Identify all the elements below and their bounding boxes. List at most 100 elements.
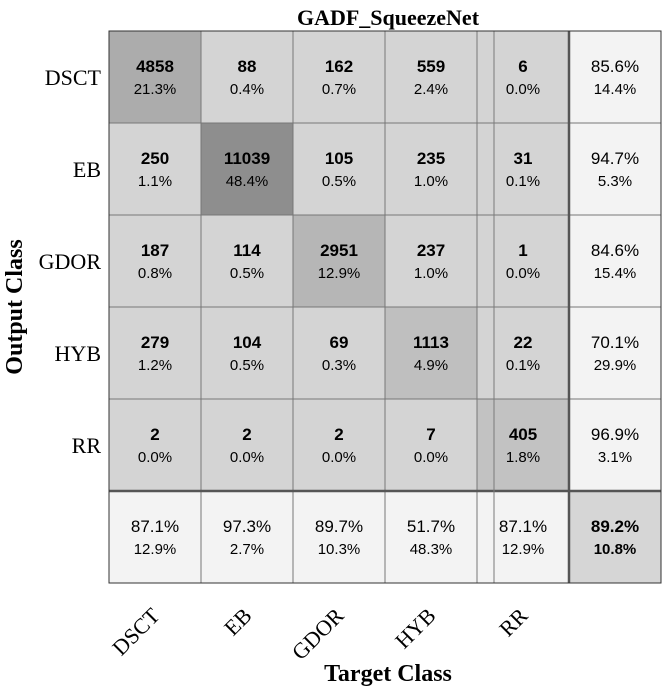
diagonal-cell <box>385 307 477 399</box>
row-error: 3.1% <box>598 449 632 466</box>
column-summary-values: 89.7% 10.3% <box>315 517 363 558</box>
matrix-cell-values: 7 0.0% <box>414 425 448 466</box>
matrix-cell-values: 88 0.4% <box>230 57 264 98</box>
matrix-cell <box>385 123 477 215</box>
row-precision: 96.9% <box>591 425 639 444</box>
cell-count: 2951 <box>320 241 358 260</box>
column-recall: 51.7% <box>407 517 455 536</box>
cell-percent: 1.0% <box>414 173 448 190</box>
column-summary-cell <box>385 491 477 583</box>
cell-count: 6 <box>518 57 527 76</box>
diagonal-cell <box>201 123 293 215</box>
matrix-cell-values: 162 0.7% <box>322 57 356 98</box>
matrix-cell-values: 2 0.0% <box>138 425 172 466</box>
row-summary-values: 70.1% 29.9% <box>591 333 639 374</box>
matrix-cells <box>109 31 661 583</box>
cell-count: 2 <box>334 425 343 444</box>
cell-count: 104 <box>233 333 262 352</box>
row-error: 5.3% <box>598 173 632 190</box>
row-summary-cell <box>569 31 661 123</box>
cell-count: 237 <box>417 241 445 260</box>
overall-accuracy-cell <box>569 491 661 583</box>
column-recall: 97.3% <box>223 517 271 536</box>
matrix-cell <box>477 123 569 215</box>
matrix-cell <box>201 215 293 307</box>
cell-percent: 1.2% <box>138 357 172 374</box>
cell-percent: 0.4% <box>230 81 264 98</box>
cell-percent: 12.9% <box>318 265 361 282</box>
cell-percent: 4.9% <box>414 357 448 374</box>
matrix-cell-values: 2951 12.9% <box>318 241 361 282</box>
cell-percent: 0.1% <box>506 357 540 374</box>
cell-count: 105 <box>325 149 353 168</box>
column-recall: 87.1% <box>131 517 179 536</box>
cell-count: 31 <box>514 149 533 168</box>
y-tick-label: RR <box>72 433 102 458</box>
column-summary-values: 97.3% 2.7% <box>223 517 271 558</box>
y-axis-title: Output Class <box>2 239 28 374</box>
matrix-cell-values: 104 0.5% <box>230 333 264 374</box>
matrix-cell-values: 22 0.1% <box>506 333 540 374</box>
matrix-cell <box>293 307 385 399</box>
matrix-cell-values: 31 0.1% <box>506 149 540 190</box>
matrix-cell-values: 2 0.0% <box>322 425 356 466</box>
row-summary-values: 84.6% 15.4% <box>591 241 639 282</box>
cell-percent: 21.3% <box>134 81 177 98</box>
cell-percent: 1.0% <box>414 265 448 282</box>
matrix-cell-values: 4858 21.3% <box>134 57 177 98</box>
column-error: 12.9% <box>502 541 545 558</box>
matrix-cell-values: 250 1.1% <box>138 149 172 190</box>
x-tick-label: EB <box>219 603 257 641</box>
cell-count: 2 <box>150 425 159 444</box>
matrix-cell-values: 69 0.3% <box>322 333 356 374</box>
matrix-cell <box>293 31 385 123</box>
matrix-cell <box>109 399 201 491</box>
column-recall: 87.1% <box>499 517 547 536</box>
x-tick-label: RR <box>494 603 533 642</box>
cell-percent: 0.5% <box>230 357 264 374</box>
matrix-cell <box>477 307 569 399</box>
cell-count: 69 <box>330 333 349 352</box>
chart-title: GADF_SqueezeNet <box>297 5 480 30</box>
cell-percent: 1.1% <box>138 173 172 190</box>
diagonal-cell <box>109 31 201 123</box>
row-error: 29.9% <box>594 357 637 374</box>
cell-percent: 0.0% <box>230 449 264 466</box>
cell-count: 22 <box>514 333 533 352</box>
matrix-cell-values: 11039 48.4% <box>224 149 270 190</box>
y-tick-label: HYB <box>55 341 101 366</box>
cell-count: 279 <box>141 333 169 352</box>
row-summary-values: 85.6% 14.4% <box>591 57 639 98</box>
column-error: 10.3% <box>318 541 361 558</box>
matrix-cell-values: 235 1.0% <box>414 149 448 190</box>
matrix-cell <box>109 307 201 399</box>
row-precision: 84.6% <box>591 241 639 260</box>
column-summary-values: 51.7% 48.3% <box>407 517 455 558</box>
cell-count: 405 <box>509 425 537 444</box>
cell-percent: 0.0% <box>506 265 540 282</box>
column-error: 12.9% <box>134 541 177 558</box>
column-summary-cell <box>109 491 201 583</box>
matrix-cell <box>293 123 385 215</box>
matrix-grid <box>108 30 662 584</box>
cell-percent: 1.8% <box>506 449 540 466</box>
cell-percent: 0.8% <box>138 265 172 282</box>
cell-count: 235 <box>417 149 445 168</box>
cell-count: 162 <box>325 57 353 76</box>
matrix-cell-values: 405 1.8% <box>506 425 540 466</box>
diagonal-cell <box>293 215 385 307</box>
row-precision: 94.7% <box>591 149 639 168</box>
column-recall: 89.7% <box>315 517 363 536</box>
row-summary-cell <box>569 215 661 307</box>
cell-count: 2 <box>242 425 251 444</box>
cell-count: 11039 <box>224 149 270 168</box>
column-summary-cell <box>293 491 385 583</box>
cell-count: 88 <box>238 57 257 76</box>
x-axis-title: Target Class <box>324 661 452 687</box>
matrix-cell <box>201 399 293 491</box>
y-tick-label: DSCT <box>45 65 102 90</box>
cell-percent: 0.0% <box>138 449 172 466</box>
matrix-cell <box>201 307 293 399</box>
matrix-cell <box>385 215 477 307</box>
row-summary-values: 96.9% 3.1% <box>591 425 639 466</box>
